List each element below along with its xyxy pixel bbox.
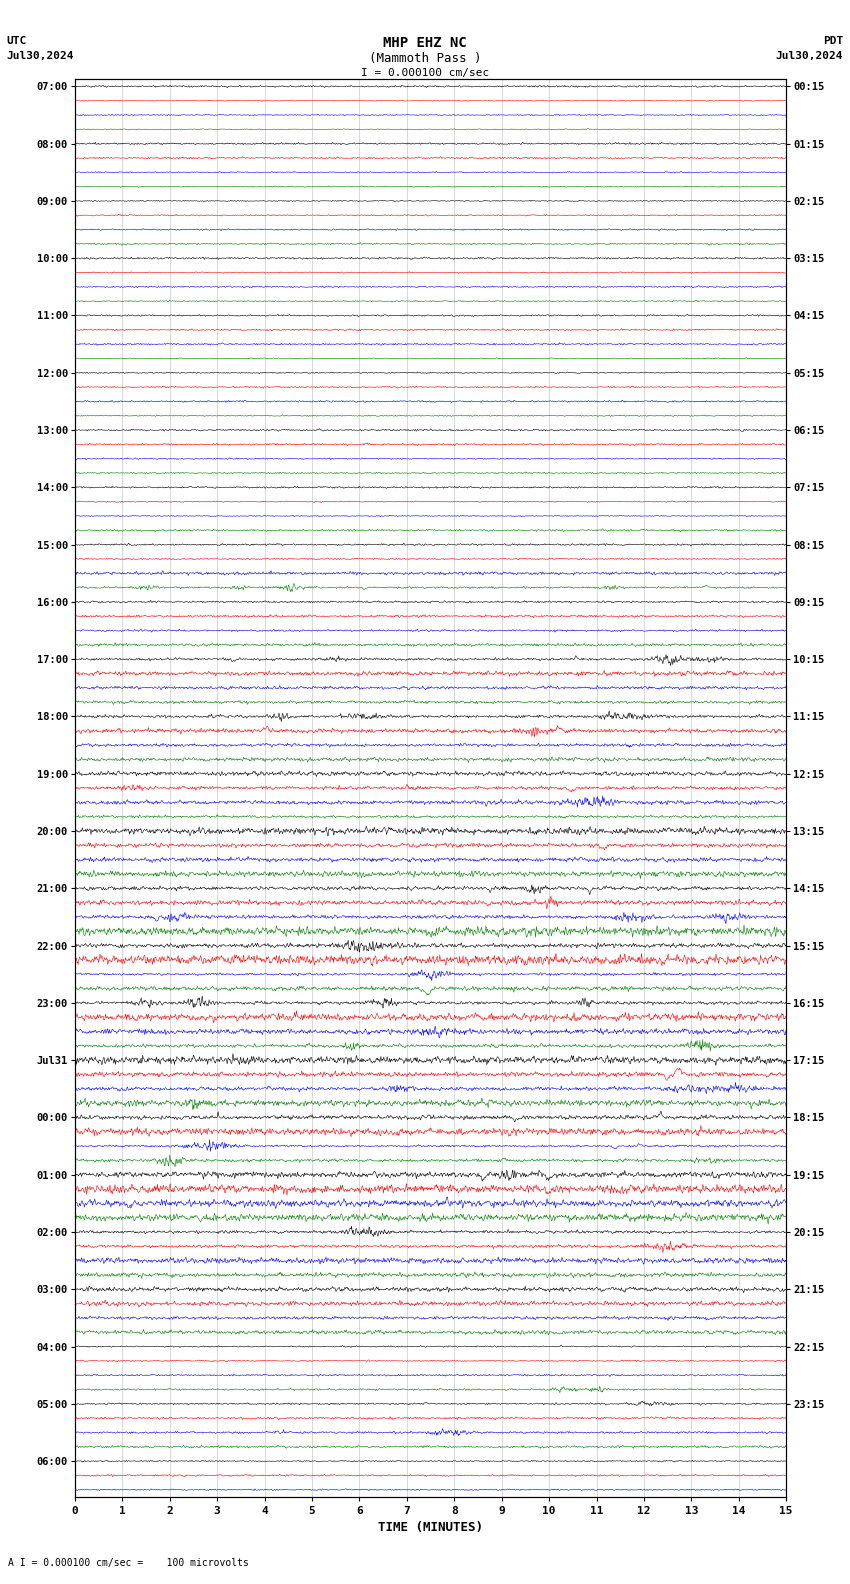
Text: PDT: PDT xyxy=(823,36,843,46)
X-axis label: TIME (MINUTES): TIME (MINUTES) xyxy=(378,1522,483,1535)
Text: MHP EHZ NC: MHP EHZ NC xyxy=(383,36,467,51)
Text: Jul30,2024: Jul30,2024 xyxy=(7,51,74,60)
Text: (Mammoth Pass ): (Mammoth Pass ) xyxy=(369,52,481,65)
Text: A I = 0.000100 cm/sec =    100 microvolts: A I = 0.000100 cm/sec = 100 microvolts xyxy=(8,1559,249,1568)
Text: UTC: UTC xyxy=(7,36,27,46)
Text: I = 0.000100 cm/sec: I = 0.000100 cm/sec xyxy=(361,68,489,78)
Text: Jul30,2024: Jul30,2024 xyxy=(776,51,843,60)
